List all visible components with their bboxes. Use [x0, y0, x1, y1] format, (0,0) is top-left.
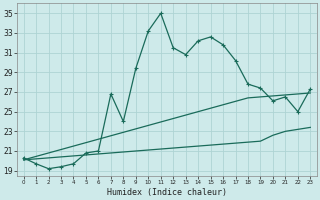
X-axis label: Humidex (Indice chaleur): Humidex (Indice chaleur)	[107, 188, 227, 197]
